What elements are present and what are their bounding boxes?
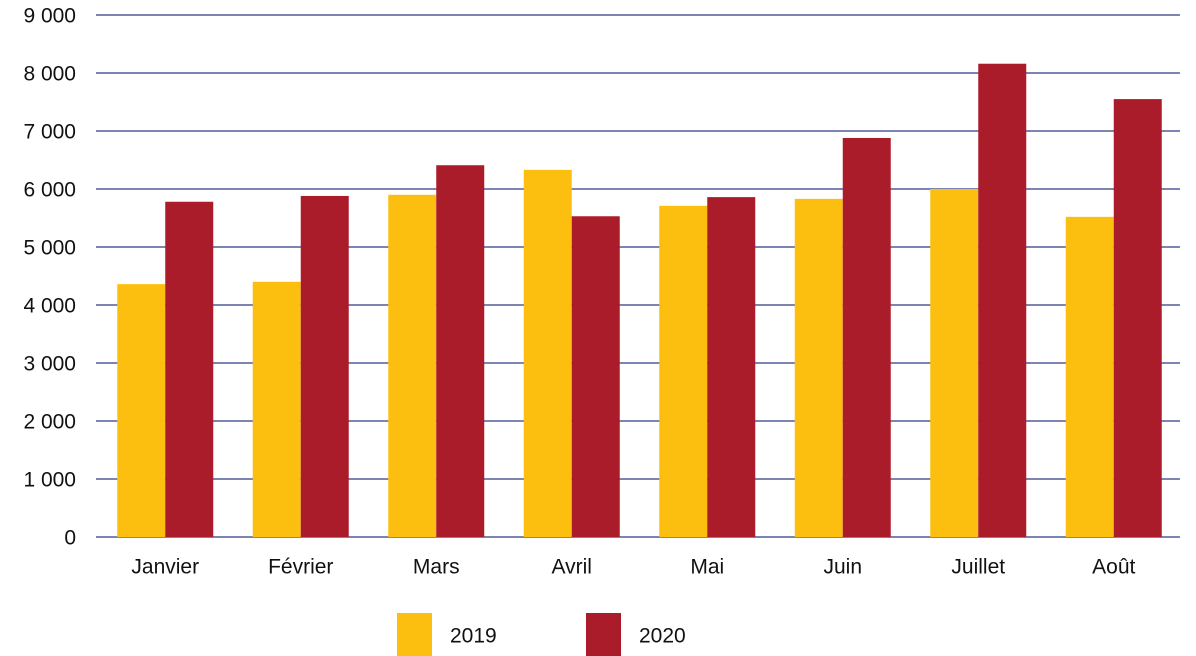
x-tick-label: Juillet <box>951 556 1005 579</box>
y-tick-label: 4 000 <box>23 295 76 318</box>
bar <box>523 169 572 538</box>
x-tick-label: Mai <box>690 556 724 579</box>
x-tick-label: Juin <box>823 556 862 579</box>
legend-label: 2020 <box>639 625 686 648</box>
legend-label: 2019 <box>450 625 497 648</box>
x-tick-label: Août <box>1092 556 1135 579</box>
bar <box>659 205 708 537</box>
x-tick-label: Février <box>268 556 333 579</box>
y-tick-label: 9 000 <box>23 5 76 28</box>
bar <box>794 198 843 538</box>
bar <box>842 137 891 537</box>
x-tick-label: Janvier <box>131 556 199 579</box>
bar <box>300 195 349 537</box>
x-tick-label: Avril <box>552 556 592 579</box>
y-tick-label: 7 000 <box>23 121 76 144</box>
bar <box>930 189 979 537</box>
legend-swatch <box>586 613 621 656</box>
y-tick-label: 3 000 <box>23 353 76 376</box>
bar <box>707 197 756 537</box>
y-tick-label: 1 000 <box>23 469 76 492</box>
bar <box>117 284 166 537</box>
bar <box>165 201 214 537</box>
bar <box>1065 216 1114 537</box>
bar <box>252 281 301 537</box>
y-tick-label: 2 000 <box>23 411 76 434</box>
bar <box>388 194 437 538</box>
bar <box>978 63 1027 537</box>
y-tick-label: 0 <box>64 527 76 550</box>
legend-swatch <box>397 613 432 656</box>
y-tick-label: 5 000 <box>23 237 76 260</box>
y-tick-label: 6 000 <box>23 179 76 202</box>
bar <box>436 165 485 537</box>
y-tick-label: 8 000 <box>23 63 76 86</box>
x-tick-label: Mars <box>413 556 460 579</box>
bar <box>1113 99 1162 537</box>
bar <box>571 216 620 537</box>
